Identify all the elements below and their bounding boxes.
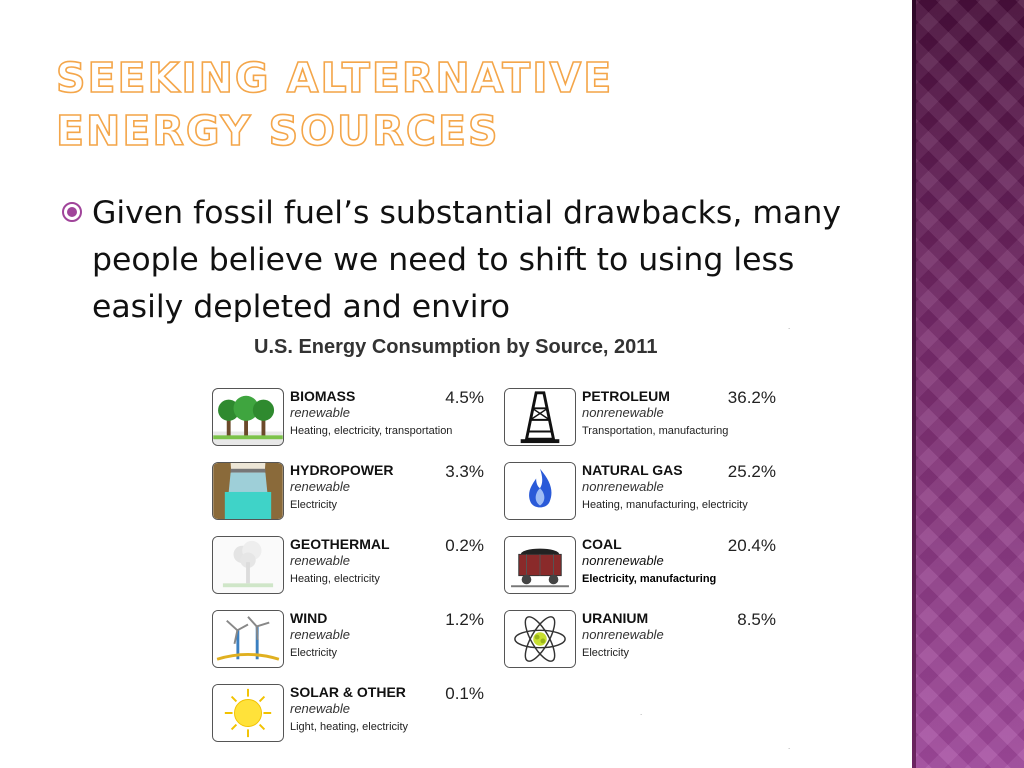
image-edge-mark: . [788,322,791,331]
energy-name: URANIUM [582,610,649,626]
energy-uses: Electricity [290,647,338,659]
energy-percent: 4.5% [445,388,484,407]
energy-name: PETROLEUM [582,388,670,404]
energy-percent: 36.2% [727,388,776,407]
coal-cart-icon [504,536,576,594]
bullet-circle-icon [62,202,82,222]
energy-name: BIOMASS [290,388,356,404]
wind-turbine-icon [212,610,284,668]
geyser-icon [212,536,284,594]
energy-name: HYDROPOWER [290,462,394,478]
dam-icon [212,462,284,520]
energy-uses: Light, heating, electricity [290,721,409,733]
energy-entry-petroleum: PETROLEUM nonrenewable Transportation, m… [504,388,784,452]
energy-kind: renewable [290,627,350,642]
energy-uses: Transportation, manufacturing [582,425,729,437]
bullet-point: Given fossil fuel’s substantial drawback… [62,190,862,331]
energy-uses: Heating, electricity, transportation [290,425,453,437]
energy-kind: nonrenewable [582,553,664,568]
energy-entry-coal: COAL nonrenewable Electricity, manufactu… [504,536,784,600]
energy-percent: 3.3% [445,462,484,481]
energy-entry-solar: SOLAR & OTHER renewable Light, heating, … [212,684,492,748]
energy-kind: renewable [290,701,350,716]
image-edge-mark: . [640,708,643,717]
oil-derrick-icon [504,388,576,446]
energy-entry-geothermal: GEOTHERMAL renewable Heating, electricit… [212,536,492,600]
infographic-title: U.S. Energy Consumption by Source, 2011 [254,336,658,358]
energy-percent: 25.2% [727,462,776,481]
energy-entry-natural-gas: NATURAL GAS nonrenewable Heating, manufa… [504,462,784,526]
gas-flame-icon [504,462,576,520]
energy-entry-uranium: URANIUM nonrenewable Electricity 8.5% [504,610,784,674]
energy-uses: Electricity, manufacturing [582,573,717,585]
energy-uses: Heating, electricity [290,573,380,585]
energy-percent: 0.2% [445,536,484,555]
energy-uses: Electricity [290,499,338,511]
energy-uses: Heating, manufacturing, electricity [582,499,748,511]
energy-kind: renewable [290,479,350,494]
energy-kind: nonrenewable [582,479,664,494]
energy-name: GEOTHERMAL [290,536,390,552]
energy-name: SOLAR & OTHER [290,684,406,700]
sun-icon [212,684,284,742]
energy-kind: renewable [290,553,350,568]
energy-kind: renewable [290,405,350,420]
energy-consumption-infographic: U.S. Energy Consumption by Source, 2011 … [204,322,790,752]
energy-entry-wind: WIND renewable Electricity 1.2% [212,610,492,674]
energy-name: COAL [582,536,622,552]
energy-percent: 20.4% [727,536,776,555]
energy-percent: 1.2% [445,610,484,629]
energy-entry-biomass: BIOMASS renewable Heating, electricity, … [212,388,492,452]
energy-kind: nonrenewable [582,627,664,642]
slide-title: Seeking Alternative Energy Sources [55,53,614,156]
energy-entry-hydropower: HYDROPOWER renewable Electricity 3.3% [212,462,492,526]
bullet-text: Given fossil fuel’s substantial drawback… [92,195,841,325]
energy-name: WIND [290,610,328,626]
trees-icon [212,388,284,446]
atom-icon [504,610,576,668]
energy-kind: nonrenewable [582,405,664,420]
energy-percent: 8.5% [737,610,776,629]
energy-percent: 0.1% [445,684,484,703]
energy-name: NATURAL GAS [582,462,683,478]
decorative-side-band [912,0,1024,768]
image-edge-mark: . [788,742,791,751]
energy-uses: Electricity [582,647,630,659]
